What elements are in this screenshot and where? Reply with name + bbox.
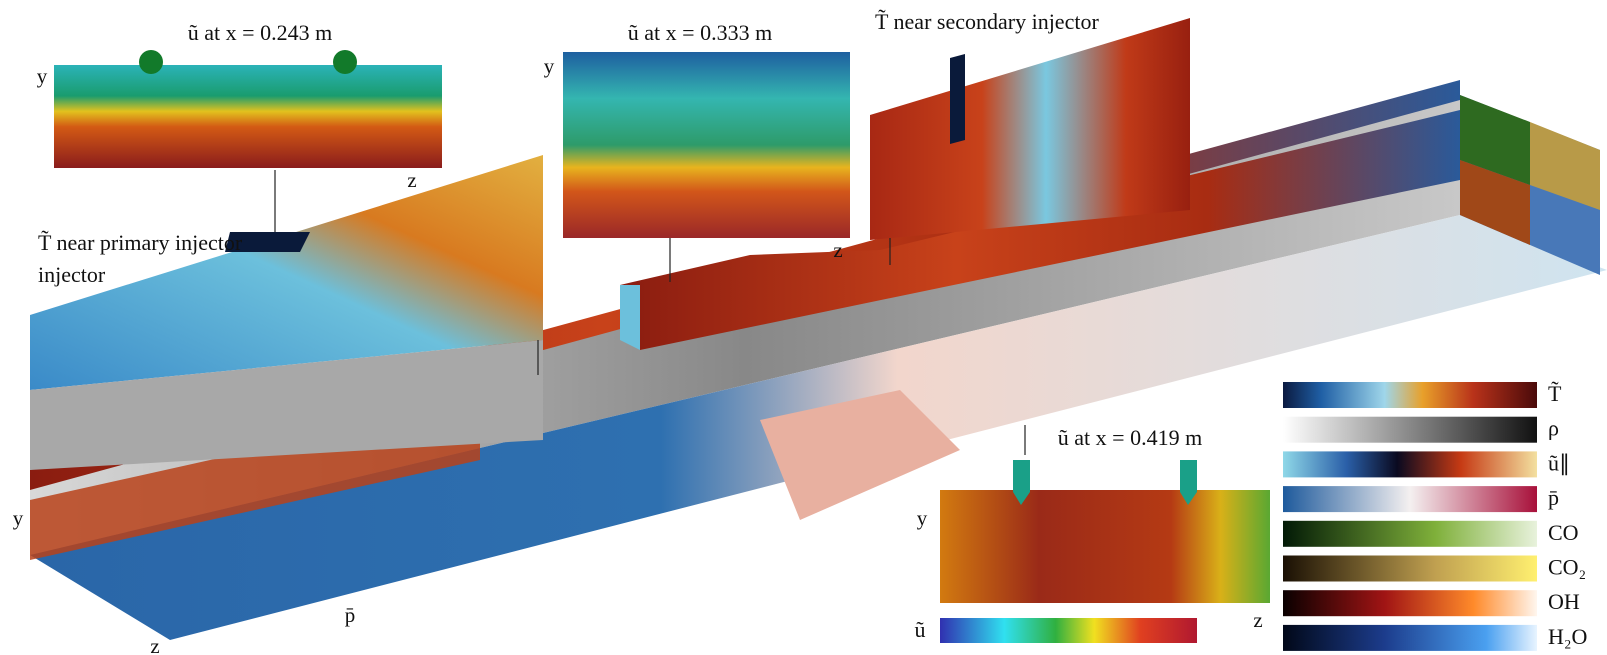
inset-title: ũ at x = 0.243 m <box>188 20 332 45</box>
callout-title: injector <box>38 262 106 287</box>
colorbar-label: ũ <box>915 617 926 642</box>
colorbar-label: CO₂ <box>1548 555 1586 580</box>
field-label: p̄ <box>345 603 356 627</box>
colorbar-stack: T̃ ρ ũ∥ p̄ CO CO₂ OH H₂O <box>1283 381 1587 651</box>
colorbar-label: ũ∥ <box>1548 450 1570 475</box>
axis-label: z <box>1253 608 1262 632</box>
colorbar <box>1283 382 1537 408</box>
colorbar <box>1283 451 1537 477</box>
duct-step <box>620 285 640 350</box>
figure: T̃ near primary injector injector ũ at x… <box>0 0 1607 655</box>
inset-field <box>870 18 1190 240</box>
inset-field <box>54 65 442 168</box>
colorbar <box>1283 625 1537 651</box>
colorbar-label: CO <box>1548 520 1579 545</box>
axis-label: y <box>544 54 555 78</box>
inset-title: ũ at x = 0.333 m <box>628 20 772 45</box>
injector-marker <box>333 50 357 74</box>
axis-label: z <box>833 238 842 262</box>
axis-label: y <box>37 64 48 88</box>
colorbar <box>1283 417 1537 443</box>
secondary-injector <box>950 54 965 144</box>
colorbar-label: p̄ <box>1548 485 1559 510</box>
colorbar-label: T̃ <box>1548 381 1562 406</box>
colorbar-label: ρ <box>1548 416 1559 441</box>
axis-label: z <box>150 634 159 655</box>
colorbar <box>1283 486 1537 512</box>
inset-field <box>563 52 850 238</box>
axis-label: y <box>13 506 24 530</box>
colorbar-label: OH <box>1548 589 1580 614</box>
colorbar-label: H₂O <box>1548 624 1587 649</box>
inset-title: T̃ near secondary injector <box>875 9 1099 34</box>
callout-title: T̃ near primary injector <box>38 230 243 255</box>
colorbar <box>1283 521 1537 547</box>
colorbar <box>940 618 1197 643</box>
injector-marker <box>139 50 163 74</box>
axis-label: z <box>407 168 416 192</box>
axis-label: y <box>917 506 928 530</box>
inset-title: ũ at x = 0.419 m <box>1058 425 1202 450</box>
colorbar <box>1283 590 1537 616</box>
inset-field <box>940 490 1270 603</box>
colorbar <box>1283 556 1537 582</box>
